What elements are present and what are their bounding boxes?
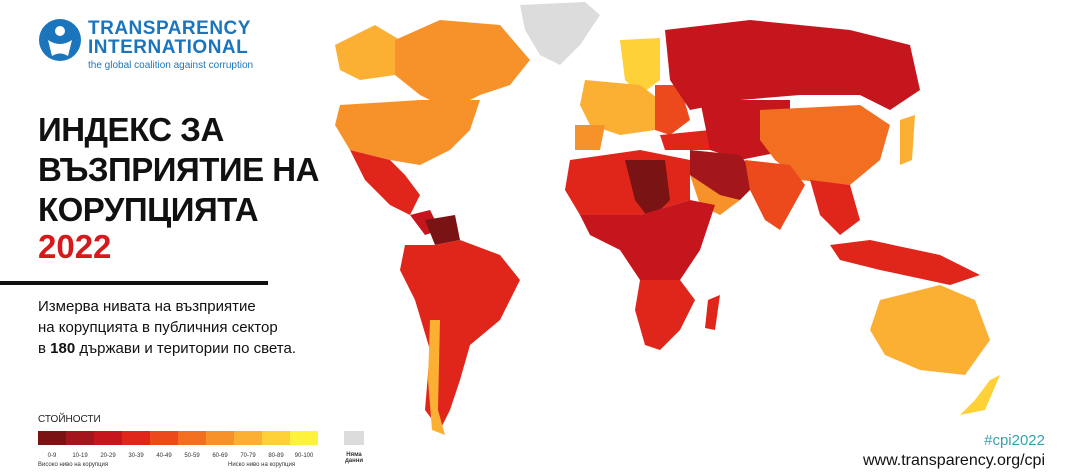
legend-label: 70-79 bbox=[240, 453, 256, 459]
logo-text: INTERNATIONAL bbox=[88, 37, 249, 58]
legend-swatch bbox=[150, 431, 178, 445]
logo-mark bbox=[39, 19, 81, 61]
north-africa bbox=[565, 150, 690, 215]
legend-label: 30-39 bbox=[128, 453, 144, 459]
legend-label: 90-100 bbox=[294, 453, 314, 459]
iberia bbox=[575, 125, 605, 150]
legend-swatch bbox=[66, 431, 94, 445]
count: 180 bbox=[50, 340, 76, 357]
logo-tagline: the global coalition against corruption bbox=[88, 60, 254, 71]
description: Измерва нивата на възприятие на корупция… bbox=[38, 296, 296, 359]
madagascar bbox=[705, 295, 720, 330]
description-line: Измерва нивата на възприятие bbox=[38, 298, 256, 315]
title: ИНДЕКС ЗА ВЪЗПРИЯТИЕ НА КОРУПЦИЯТА bbox=[38, 110, 319, 230]
legend-high: Ниско ниво на корупция bbox=[228, 462, 296, 468]
legend-swatch bbox=[290, 431, 318, 445]
legend-swatch bbox=[94, 431, 122, 445]
no-data-swatch bbox=[344, 431, 364, 445]
eastern-europe bbox=[655, 85, 690, 135]
usa bbox=[335, 100, 480, 165]
legend-swatch bbox=[178, 431, 206, 445]
hashtag: #cpi2022 bbox=[984, 432, 1045, 449]
divider bbox=[0, 281, 268, 285]
scandinavia bbox=[620, 38, 660, 95]
text: Няма bbox=[346, 452, 362, 458]
south-america bbox=[400, 240, 520, 430]
southern-africa bbox=[635, 280, 695, 350]
mexico bbox=[350, 150, 420, 215]
japan bbox=[900, 115, 915, 165]
legend-label: 20-29 bbox=[100, 453, 116, 459]
canada bbox=[395, 20, 530, 110]
legend-swatch bbox=[38, 431, 66, 445]
text: данни bbox=[344, 458, 364, 464]
southeast-asia bbox=[810, 180, 860, 235]
india bbox=[745, 160, 805, 230]
title-year: 2022 bbox=[38, 228, 112, 265]
legend-label: 60-69 bbox=[212, 453, 228, 459]
logo-text: TRANSPARENCY bbox=[88, 18, 251, 39]
russia bbox=[665, 20, 920, 110]
legend-label: 80-89 bbox=[268, 453, 284, 459]
legend-title: СТОЙНОСТИ bbox=[38, 414, 101, 425]
china bbox=[760, 105, 890, 185]
legend-swatch bbox=[234, 431, 262, 445]
legend-label: 10-19 bbox=[72, 453, 88, 459]
australia bbox=[870, 285, 990, 375]
text: в bbox=[38, 340, 46, 357]
title-line: ИНДЕКС ЗА bbox=[38, 111, 224, 148]
legend-low: Високо ниво на корупция bbox=[38, 462, 109, 468]
description-line: на корупцията в публичния сектор bbox=[38, 319, 278, 336]
legend-label: 40-49 bbox=[156, 453, 172, 459]
legend-swatch bbox=[206, 431, 234, 445]
central-africa bbox=[580, 200, 715, 280]
alaska bbox=[335, 25, 400, 80]
chile bbox=[428, 320, 445, 435]
title-line: ВЪЗПРИЯТИЕ НА bbox=[38, 151, 319, 188]
new-zealand bbox=[960, 375, 1000, 415]
legend-label: 0-9 bbox=[47, 453, 57, 459]
venezuela bbox=[425, 215, 460, 245]
no-data-label: Няма данни bbox=[340, 452, 368, 464]
greenland bbox=[520, 2, 600, 65]
title-line: КОРУПЦИЯТА bbox=[38, 191, 259, 228]
libya-sudan bbox=[625, 160, 670, 220]
legend-label: 50-59 bbox=[184, 453, 200, 459]
western-europe bbox=[580, 80, 660, 135]
text: държави и територии по света. bbox=[79, 340, 296, 357]
url: www.transparency.org/cpi bbox=[863, 452, 1045, 469]
legend-swatch bbox=[122, 431, 150, 445]
description-line: в 180 държави и територии по света. bbox=[38, 338, 296, 359]
legend-swatch bbox=[262, 431, 290, 445]
turkey bbox=[660, 130, 715, 150]
indonesia bbox=[830, 240, 980, 285]
